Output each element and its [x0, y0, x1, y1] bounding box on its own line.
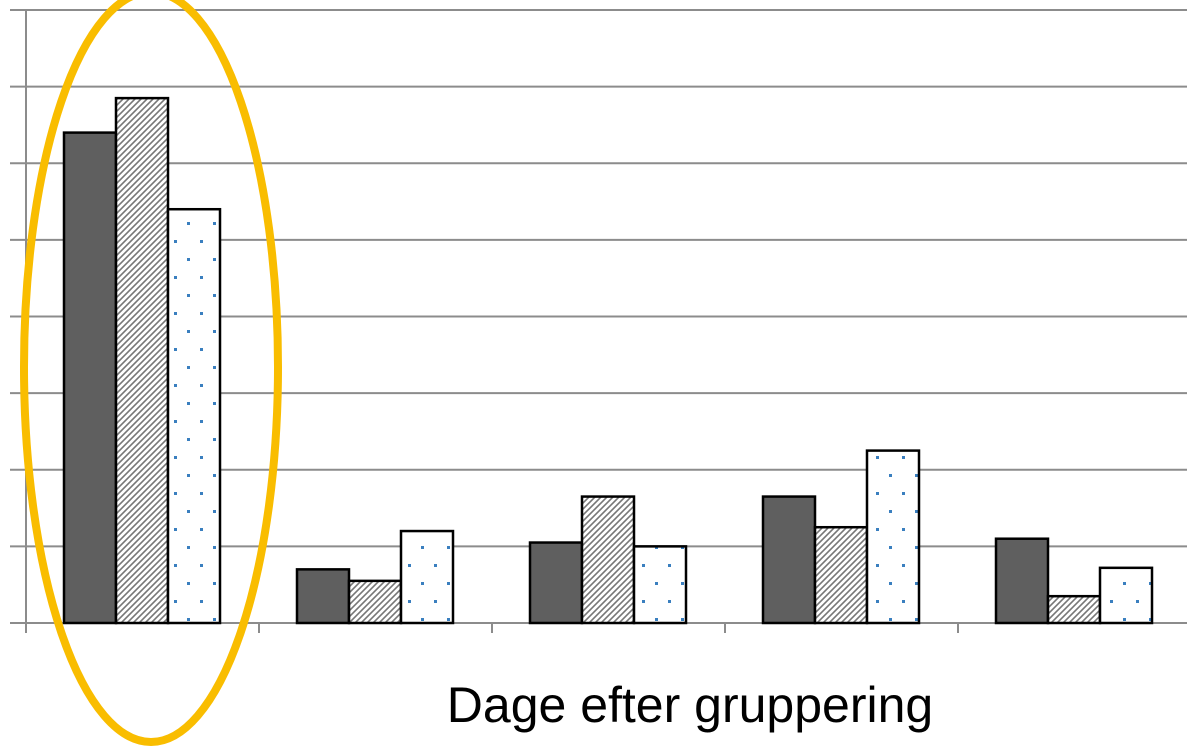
bars: [62, 96, 1154, 625]
bar-series-2-cat-3: [580, 495, 636, 625]
bar-series-3-cat-3: [632, 545, 688, 625]
bar-series-1-cat-1: [62, 131, 118, 625]
bar-series-2-cat-2: [347, 579, 403, 625]
highlight-ellipse-shape: [20, 0, 282, 746]
bar-series-1-cat-3: [528, 541, 584, 625]
bar-series-3-cat-1: [166, 207, 222, 625]
bar-series-2-cat-5: [1046, 594, 1102, 625]
bar-series-3-cat-4: [865, 449, 921, 625]
bar-series-2-cat-1: [114, 96, 170, 625]
bar-series-3-cat-5: [1098, 566, 1154, 625]
bar-series-1-cat-5: [994, 537, 1050, 625]
bar-series-1-cat-2: [295, 568, 351, 625]
bar-series-1-cat-4: [761, 495, 817, 625]
x-axis-label: Dage efter gruppering: [447, 677, 933, 733]
highlight-ellipse: [20, 0, 282, 746]
bar-series-3-cat-2: [399, 529, 455, 625]
bar-series-2-cat-4: [813, 525, 869, 625]
